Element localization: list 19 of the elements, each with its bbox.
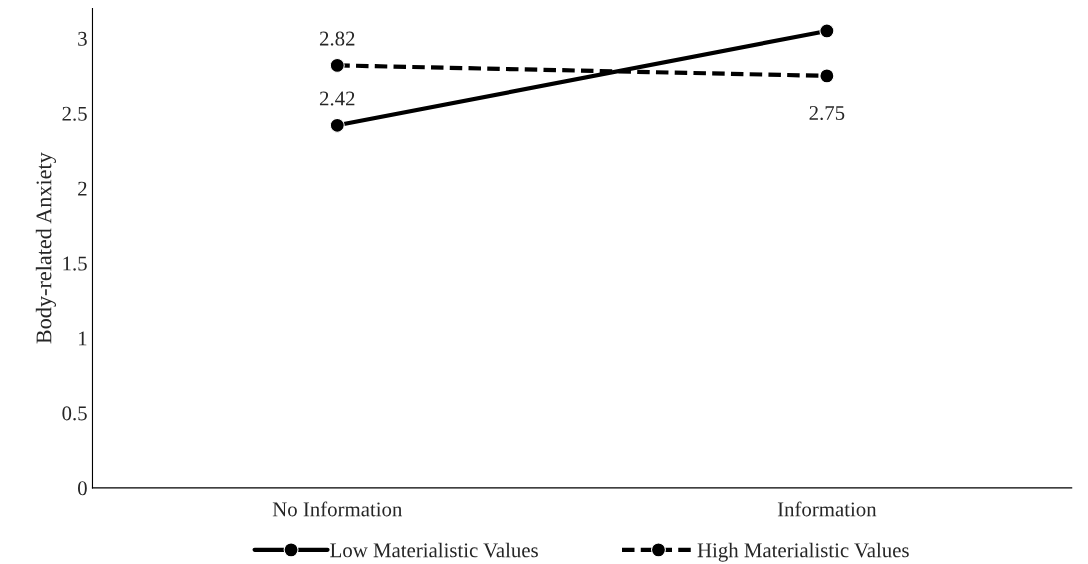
legend-label: High Materialistic Values	[697, 542, 909, 562]
point	[329, 57, 345, 73]
data-label: 2.42	[319, 91, 355, 106]
y-tick-label: 1.5	[63, 256, 87, 271]
point	[819, 68, 835, 84]
y-axis-title: Body-related Anxiety	[35, 152, 57, 344]
y-tick-label: 2	[78, 181, 87, 196]
x-tick-label: Information	[777, 501, 877, 517]
y-tick-label: 0.5	[62, 406, 87, 421]
point	[329, 117, 345, 133]
point	[819, 23, 835, 39]
y-tick-label: 3	[78, 31, 87, 46]
legend-label: Low Materialistic Values	[330, 542, 538, 558]
data-label: 2.82	[319, 31, 355, 46]
data-label: 2.75	[809, 105, 845, 121]
x-tick-label: No Information	[272, 501, 403, 517]
y-tick-label: 1	[79, 331, 87, 346]
y-tick-label: 0	[78, 481, 87, 496]
y-tick-label: 2.5	[62, 106, 87, 121]
